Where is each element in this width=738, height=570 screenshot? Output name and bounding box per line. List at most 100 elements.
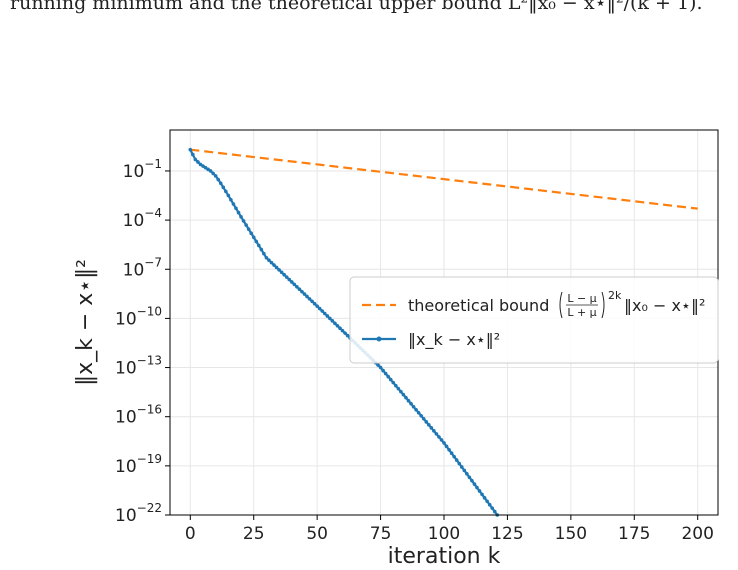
series-point [251,235,256,240]
series-point [274,265,279,270]
series-point [396,386,401,391]
series-point [246,227,251,231]
series-point [465,472,469,476]
series-point [330,319,335,323]
series-point [208,169,213,173]
series-point [388,377,393,382]
series-point [376,363,380,367]
series-point [193,157,198,162]
legend-frac-den: L + μ [567,306,596,319]
series-point [457,461,462,466]
y-tick-label: 10−1 [123,157,162,182]
x-tick-label: 25 [243,524,265,544]
series-point [449,451,454,456]
series-point [345,333,350,338]
series-point [404,395,408,400]
y-tick-label: 10−4 [123,206,162,231]
legend-marker [376,336,382,342]
series-point [482,496,487,500]
series-point [307,297,312,301]
ticks: 0 25 50 75 100 125 150 175 200 10−1 10−4 10−7 10−10 1… [115,157,714,544]
series-point [284,275,289,279]
series-point [419,413,423,418]
y-tick-label: 10−19 [115,452,162,477]
series-point [338,326,342,331]
series-point [297,287,302,292]
series-point [401,392,406,397]
series-point [218,181,223,186]
series-point [328,316,332,321]
series-point [282,272,286,277]
series-point [462,468,467,473]
legend: theoretical bound L − μL + μ 2k‖x₀ − x⋆‖² ‖… [349,276,719,364]
series-point [490,506,495,510]
series-point [279,270,284,275]
series-point [454,458,459,462]
series-point [485,499,489,504]
series-point [333,321,337,326]
x-axis-label: iteration k [388,544,501,569]
series-point [264,255,269,260]
series-point [213,174,218,178]
series-point [191,152,195,157]
series-point [196,160,200,164]
series-point [188,147,193,152]
series-point [393,383,398,388]
series-point [315,304,319,308]
axis-labels: iteration k ‖x_k − x⋆‖² [73,259,501,569]
series-point [229,197,233,202]
series-point [452,454,456,459]
series-point [292,282,297,287]
series-point [424,420,429,424]
series-point [254,239,259,244]
series-point [287,277,292,282]
series-point [409,401,413,406]
y-tick-label: 10−22 [115,501,162,526]
series-point [224,189,228,194]
series-point [340,328,345,333]
series-point [444,444,449,449]
x-tick-label: 150 [555,524,587,544]
series-point [411,404,416,409]
series-point [312,301,317,306]
series-point [335,323,340,328]
x-tick-label: 100 [428,524,460,544]
series-point [244,223,248,227]
series-point [421,416,426,421]
series-point [221,185,226,190]
legend-label-prefix: theoretical bound [408,296,549,315]
series-point [487,502,492,507]
series-point [470,478,474,483]
series-point [414,407,418,412]
series-point [300,289,304,294]
series-point [236,210,241,215]
caption-text: running minimum and the theoretical uppe… [10,0,703,14]
series-point [267,258,271,263]
series-point [391,380,396,385]
series-point [239,215,243,219]
series-point [289,280,294,284]
series-point [406,398,411,403]
series-point [383,371,388,376]
series-point [325,314,330,318]
series-point [310,299,314,304]
series-point [295,284,299,289]
y-tick-label: 10−13 [115,354,162,379]
series-point [426,423,431,427]
series-point [259,247,264,252]
y-axis-label: ‖x_k − x⋆‖² [73,259,98,386]
series-point [269,260,274,265]
series-point [447,447,451,452]
series-point [317,306,322,311]
y-tick-label: 10−10 [115,304,162,329]
series-point [429,426,434,430]
legend-box [349,276,719,364]
y-tick-label: 10−7 [123,255,162,280]
series-point [322,311,327,316]
series-point [386,374,390,379]
series-point [277,268,281,272]
series-point [472,482,477,486]
series-point [442,441,446,445]
series-point [475,485,479,490]
